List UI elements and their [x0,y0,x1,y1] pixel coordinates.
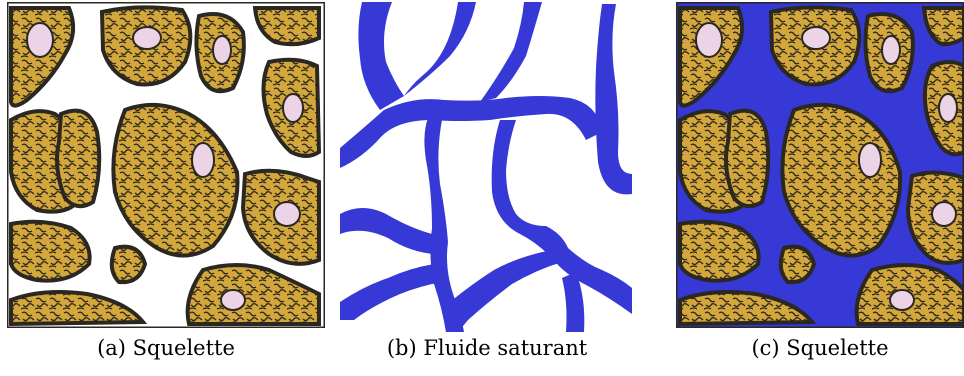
caption-b: (b) Fluide saturant [386,336,588,360]
panel-a [7,2,325,328]
skeleton-image-a [7,2,325,328]
caption-c: (c) Squelette [751,336,889,360]
caption-a: (a) Squelette [97,336,235,360]
skeleton-fluid-image-c [676,2,964,328]
panel-c [676,2,964,328]
panel-b [340,2,634,332]
fluid-image-b [340,2,632,332]
